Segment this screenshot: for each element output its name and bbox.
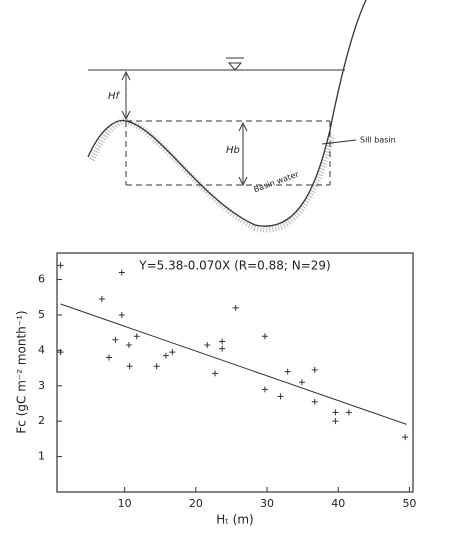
data-point [261, 333, 268, 340]
data-point [169, 349, 176, 356]
diagram-label: Hb [226, 145, 240, 156]
x-tick-label: 40 [331, 497, 345, 510]
sediment-shading [89, 118, 336, 233]
y-axis-label: Fc (gC m⁻² month⁻¹) [15, 310, 29, 433]
data-point [311, 398, 318, 405]
data-point [133, 333, 140, 340]
water-level-symbol [226, 57, 244, 71]
x-tick-label: 30 [260, 497, 274, 510]
hb-arrow [238, 121, 248, 187]
data-point [232, 304, 239, 311]
data-point [345, 409, 352, 416]
x-tick-label: 10 [118, 497, 132, 510]
data-point [298, 379, 305, 386]
y-tick-label: 2 [38, 414, 45, 427]
data-point [212, 370, 219, 377]
data-point [284, 368, 291, 375]
diagram-label: Hf [108, 91, 121, 102]
y-tick-label: 5 [38, 308, 45, 321]
data-point [125, 342, 132, 349]
data-point [153, 363, 160, 370]
x-tick-label: 20 [189, 497, 203, 510]
data-point [118, 269, 125, 276]
data-point [332, 418, 339, 425]
diagram-label: Sill basin [360, 136, 396, 145]
data-point [57, 262, 64, 269]
data-point [98, 296, 105, 303]
data-point [118, 311, 125, 318]
regression-line [60, 303, 407, 425]
data-point [332, 409, 339, 416]
data-point [219, 345, 226, 352]
x-axis-label: Hₜ (m) [216, 513, 253, 527]
seabed-profile [87, 0, 367, 227]
y-tick-label: 3 [38, 379, 45, 392]
data-point [204, 342, 211, 349]
y-tick-label: 1 [38, 450, 45, 463]
x-tick-label: 50 [402, 497, 416, 510]
data-point [402, 434, 409, 441]
basin-diagram: Hf Hb Sill basin Basin water [87, 0, 396, 233]
y-tick-label: 4 [38, 343, 45, 356]
chart-title: Y=5.38-0.070X (R=0.88; N=29) [138, 259, 330, 273]
data-point [112, 336, 119, 343]
basin-outline [125, 120, 331, 186]
hf-arrow [121, 70, 131, 121]
data-point [261, 386, 268, 393]
y-tick-label: 6 [38, 273, 45, 286]
leader-line [321, 139, 357, 145]
data-point [311, 366, 318, 373]
diagram-label: Basin water [252, 169, 300, 194]
data-point [277, 393, 284, 400]
data-point [162, 352, 169, 359]
data-point [126, 363, 133, 370]
data-point [219, 338, 226, 345]
data-point [57, 349, 64, 356]
data-point [105, 354, 112, 361]
plot-frame [56, 252, 414, 493]
